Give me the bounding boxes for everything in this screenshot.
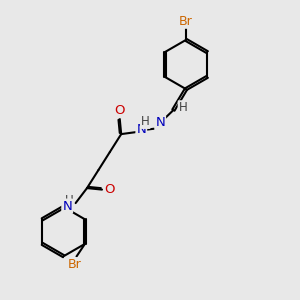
Text: O: O (105, 183, 115, 196)
Text: Br: Br (68, 258, 82, 271)
Text: O: O (115, 104, 125, 117)
Text: N: N (155, 116, 165, 129)
Text: H: H (178, 101, 188, 114)
Text: H: H (141, 115, 150, 128)
Text: N: N (62, 200, 72, 213)
Text: Br: Br (179, 15, 193, 28)
Text: H: H (64, 194, 74, 207)
Text: N: N (136, 122, 146, 136)
